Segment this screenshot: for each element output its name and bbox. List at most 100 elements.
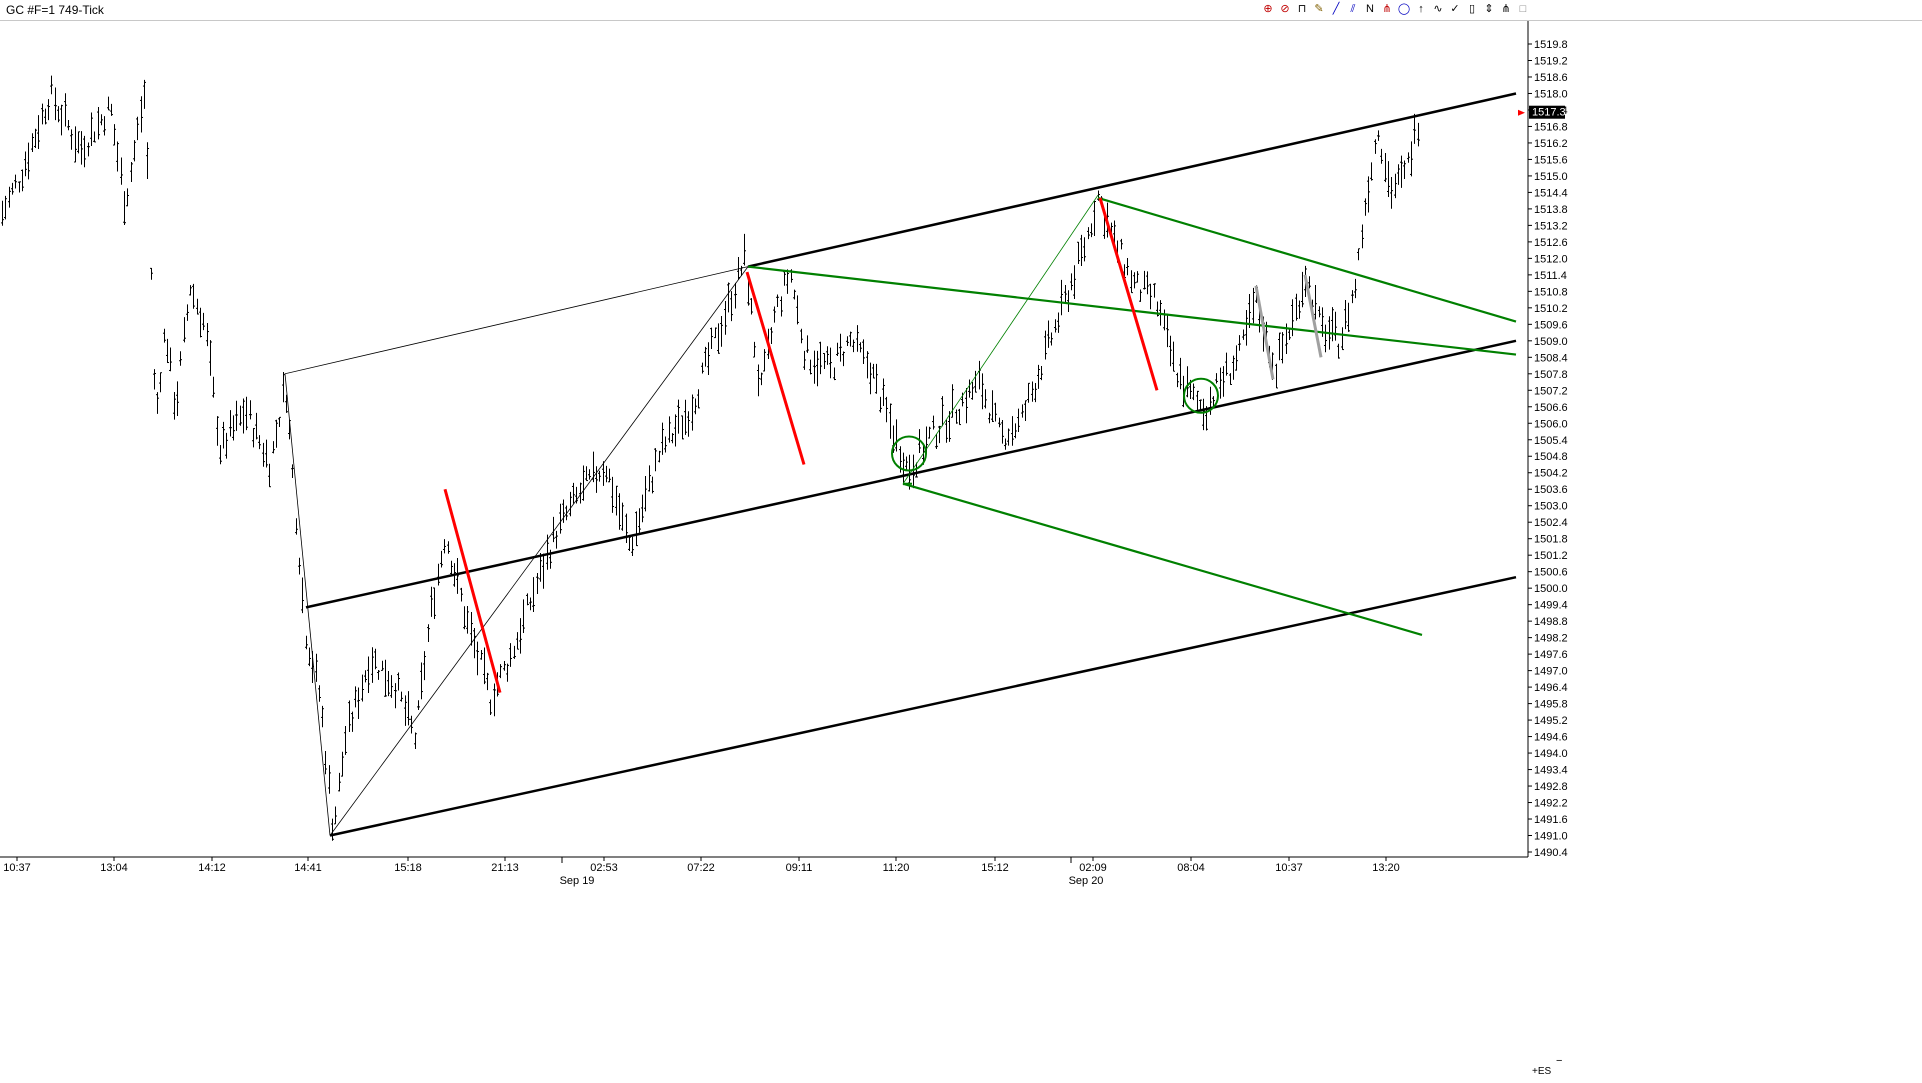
price-tick-label: 1506.0 [1534, 418, 1568, 430]
price-tick-label: 1506.6 [1534, 402, 1568, 414]
current-price-box [1529, 105, 1565, 119]
price-tick-label: 1497.6 [1534, 649, 1568, 661]
green-fork-leg[interactable] [902, 194, 1099, 484]
price-tick-label: 1496.4 [1534, 682, 1568, 694]
time-tick-label: 13:20 [1372, 862, 1400, 874]
trend-line-upper[interactable] [747, 92, 1517, 268]
price-tick-label: 1502.4 [1534, 517, 1568, 529]
line-tool[interactable]: ╱ [1332, 3, 1340, 15]
price-tick-label: 1493.4 [1534, 765, 1568, 777]
check-icon[interactable]: ✓ [1450, 3, 1460, 15]
time-tick-label: 09:11 [786, 862, 813, 874]
price-tick-label: 1516.8 [1534, 121, 1568, 133]
price-tick-label: 1497.0 [1534, 666, 1568, 678]
parallel-lines-tool[interactable]: ⫽ [1350, 3, 1356, 15]
price-tick-label: 1491.0 [1534, 831, 1568, 843]
slope-marker-line[interactable] [1303, 274, 1323, 358]
price-tick-label: 1515.0 [1534, 171, 1568, 183]
price-tick-label: 1505.4 [1534, 435, 1568, 447]
time-tick-label: 10:37 [3, 862, 31, 874]
square-icon[interactable]: □ [1519, 3, 1527, 15]
arrow-up-icon[interactable]: ↑ [1418, 3, 1424, 15]
price-tick-label: 1498.2 [1534, 633, 1568, 645]
time-tick-label: 14:12 [198, 862, 226, 874]
date-tick-label: Sep 20 [1069, 875, 1104, 887]
slope-marker-line[interactable] [1254, 285, 1275, 380]
trend-line-green-lower[interactable] [902, 482, 1423, 636]
price-tick-label: 1504.2 [1534, 468, 1568, 480]
price-tick-label: 1507.2 [1534, 385, 1568, 397]
slope-marker-line[interactable] [443, 488, 502, 693]
pitchfork-handle[interactable] [284, 266, 749, 836]
price-tick-label: 1516.2 [1534, 138, 1568, 150]
price-tick-label: 1499.4 [1534, 600, 1568, 612]
price-tick-label: 1509.6 [1534, 319, 1568, 331]
chart-canvas[interactable]: 1519.81519.21518.61518.01517.41516.81516… [0, 21, 1922, 1083]
price-tick-label: 1510.8 [1534, 286, 1568, 298]
price-tick-label: 1518.6 [1534, 72, 1568, 84]
price-tick-label: 1512.0 [1534, 253, 1568, 265]
drawing-toolbar: ⊕ ⊘ ⊓ ✎ ╱ ⫽ N ⋔ ◯ ↑ ∿ ✓ ▯ ⇕ ⋔ □ [1261, 2, 1530, 18]
time-tick-label: 21:13 [491, 862, 519, 874]
price-tick-label: 1494.6 [1534, 732, 1568, 744]
price-tick-label: 1501.2 [1534, 550, 1568, 562]
pitchfork-tool[interactable]: ⋔ [1382, 3, 1392, 15]
price-tick-label: 1514.4 [1534, 187, 1568, 199]
trend-line-green-mid[interactable] [1097, 196, 1517, 323]
current-price-label: 1517.3 [1532, 107, 1566, 119]
annotation-circle[interactable] [891, 435, 927, 472]
price-tick-label: 1503.6 [1534, 484, 1568, 496]
fork-icon[interactable]: ⋔ [1501, 3, 1511, 15]
time-tick-label: 11:20 [883, 862, 910, 874]
symbol-overlay-label[interactable]: +ES [1532, 1066, 1552, 1077]
current-price-arrow-icon [1518, 109, 1525, 116]
price-tick-label: 1509.0 [1534, 336, 1568, 348]
price-tick-label: 1508.4 [1534, 352, 1568, 364]
time-tick-label: 02:09 [1079, 862, 1107, 874]
chart-title: GC #F=1 749-Tick [6, 3, 104, 17]
date-tick-label: Sep 19 [560, 875, 595, 887]
price-tick-label: 1495.8 [1534, 699, 1568, 711]
price-tick-label: 1494.0 [1534, 748, 1568, 760]
price-tick-label: 1498.8 [1534, 616, 1568, 628]
price-tick-label: 1500.6 [1534, 567, 1568, 579]
zigzag-tool[interactable]: ∿ [1433, 3, 1443, 15]
time-tick-label: 10:37 [1275, 862, 1303, 874]
price-tick-label: 1507.8 [1534, 369, 1568, 381]
time-tick-label: 14:41 [294, 862, 322, 874]
price-tick-label: 1492.2 [1534, 798, 1568, 810]
annotation-circle[interactable] [1183, 377, 1219, 414]
price-chart[interactable]: 1519.81519.21518.61518.01517.41516.81516… [0, 21, 1922, 1083]
price-tick-label: 1512.6 [1534, 237, 1568, 249]
trend-line-lower[interactable] [329, 575, 1517, 837]
cursor-tool[interactable]: ⊕ [1263, 3, 1273, 15]
pencil-icon[interactable]: ✎ [1314, 3, 1324, 15]
pitchfork-leg[interactable] [329, 266, 749, 836]
battery-icon[interactable]: ▯ [1468, 3, 1476, 15]
price-tick-label: 1490.4 [1534, 847, 1568, 859]
slope-marker-line[interactable] [1098, 197, 1159, 391]
no-entry-icon[interactable]: ⊘ [1280, 3, 1290, 15]
price-tick-label: 1518.0 [1534, 88, 1568, 100]
price-tick-label: 1504.8 [1534, 451, 1568, 463]
price-tick-label: 1519.8 [1534, 39, 1568, 51]
trend-line-median[interactable] [305, 339, 1517, 609]
time-tick-label: 15:12 [981, 862, 1009, 874]
time-tick-label: 13:04 [100, 862, 128, 874]
n-tool[interactable]: N [1366, 3, 1374, 15]
price-tick-label: 1492.8 [1534, 781, 1568, 793]
time-tick-label: 02:53 [590, 862, 618, 874]
time-tick-label: 08:04 [1177, 862, 1205, 874]
time-tick-label: 07:22 [687, 862, 715, 874]
up-down-icon[interactable]: ⇕ [1484, 3, 1494, 15]
price-tick-label: 1511.4 [1534, 270, 1567, 282]
price-tick-label: 1515.6 [1534, 154, 1568, 166]
bar-tool[interactable]: ⊓ [1297, 3, 1307, 15]
price-tick-label: 1510.2 [1534, 303, 1568, 315]
price-tick-label: 1501.8 [1534, 534, 1568, 546]
slope-marker-line[interactable] [745, 271, 806, 465]
collapse-button[interactable]: − [1556, 1055, 1563, 1067]
chart-titlebar: GC #F=1 749-Tick ⊕ ⊘ ⊓ ✎ ╱ ⫽ N ⋔ ◯ ↑ ∿ ✓ ▯ ⇕ ⋔ □ [0, 0, 1922, 21]
circle-tool[interactable]: ◯ [1397, 3, 1411, 15]
price-tick-label: 1495.2 [1534, 715, 1568, 727]
